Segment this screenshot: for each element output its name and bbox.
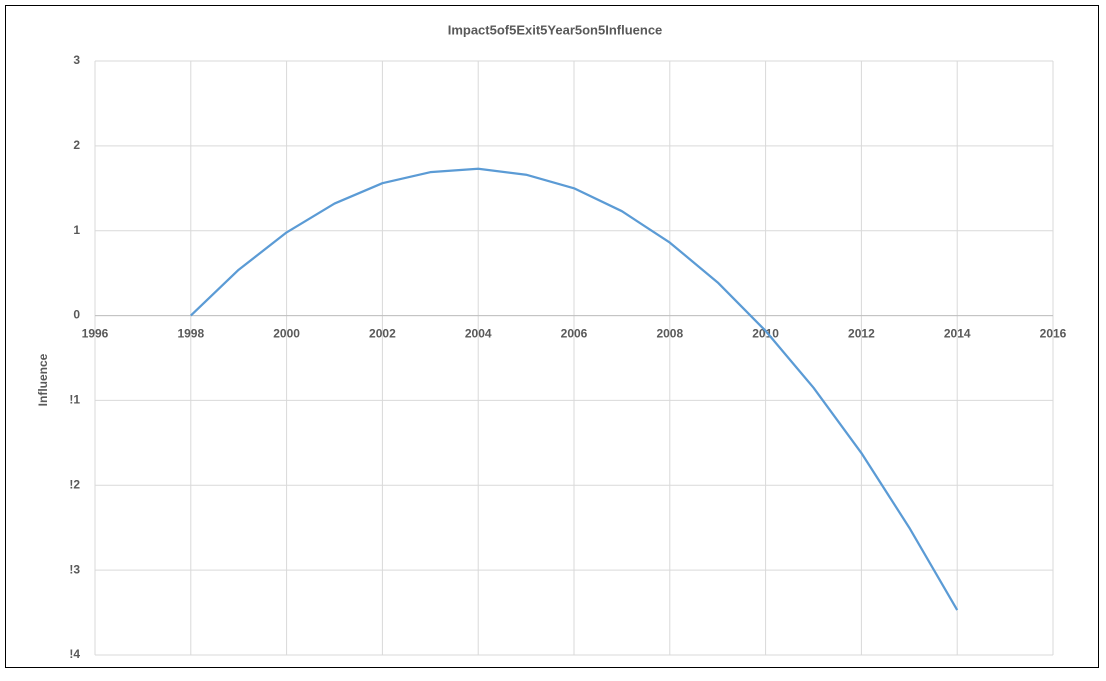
x-tick-label: 2002 bbox=[369, 327, 396, 341]
chart-title: Impact5of5Exit5Year5on5Influence bbox=[448, 22, 663, 37]
x-tick-label: 1998 bbox=[177, 327, 204, 341]
x-tick-label: 2006 bbox=[561, 327, 588, 341]
line bbox=[190, 167, 959, 611]
x-tick-label: 2012 bbox=[848, 327, 875, 341]
x-tick-label: 2014 bbox=[944, 327, 971, 341]
x-tick-label: 2000 bbox=[273, 327, 300, 341]
y-tick-label: 2 bbox=[73, 138, 80, 152]
x-tick-label: 2004 bbox=[465, 327, 492, 341]
x-tick-label: 2016 bbox=[1040, 327, 1067, 341]
y-tick-label: 1 bbox=[73, 223, 80, 237]
y-tick-label: 0 bbox=[73, 308, 80, 322]
y-axis-label: Influence bbox=[36, 353, 50, 406]
y-tick-label: 3 bbox=[73, 53, 80, 67]
x-tick-label: 1996 bbox=[82, 327, 109, 341]
y-tick-label: !4 bbox=[69, 647, 80, 661]
y-tick-label: !2 bbox=[69, 477, 80, 491]
chart-border bbox=[5, 5, 1099, 668]
x-tick-label: 2008 bbox=[656, 327, 683, 341]
y-tick-label: !1 bbox=[69, 393, 80, 407]
x-tick-label: 2010 bbox=[752, 327, 779, 341]
y-tick-label: !3 bbox=[69, 562, 80, 576]
